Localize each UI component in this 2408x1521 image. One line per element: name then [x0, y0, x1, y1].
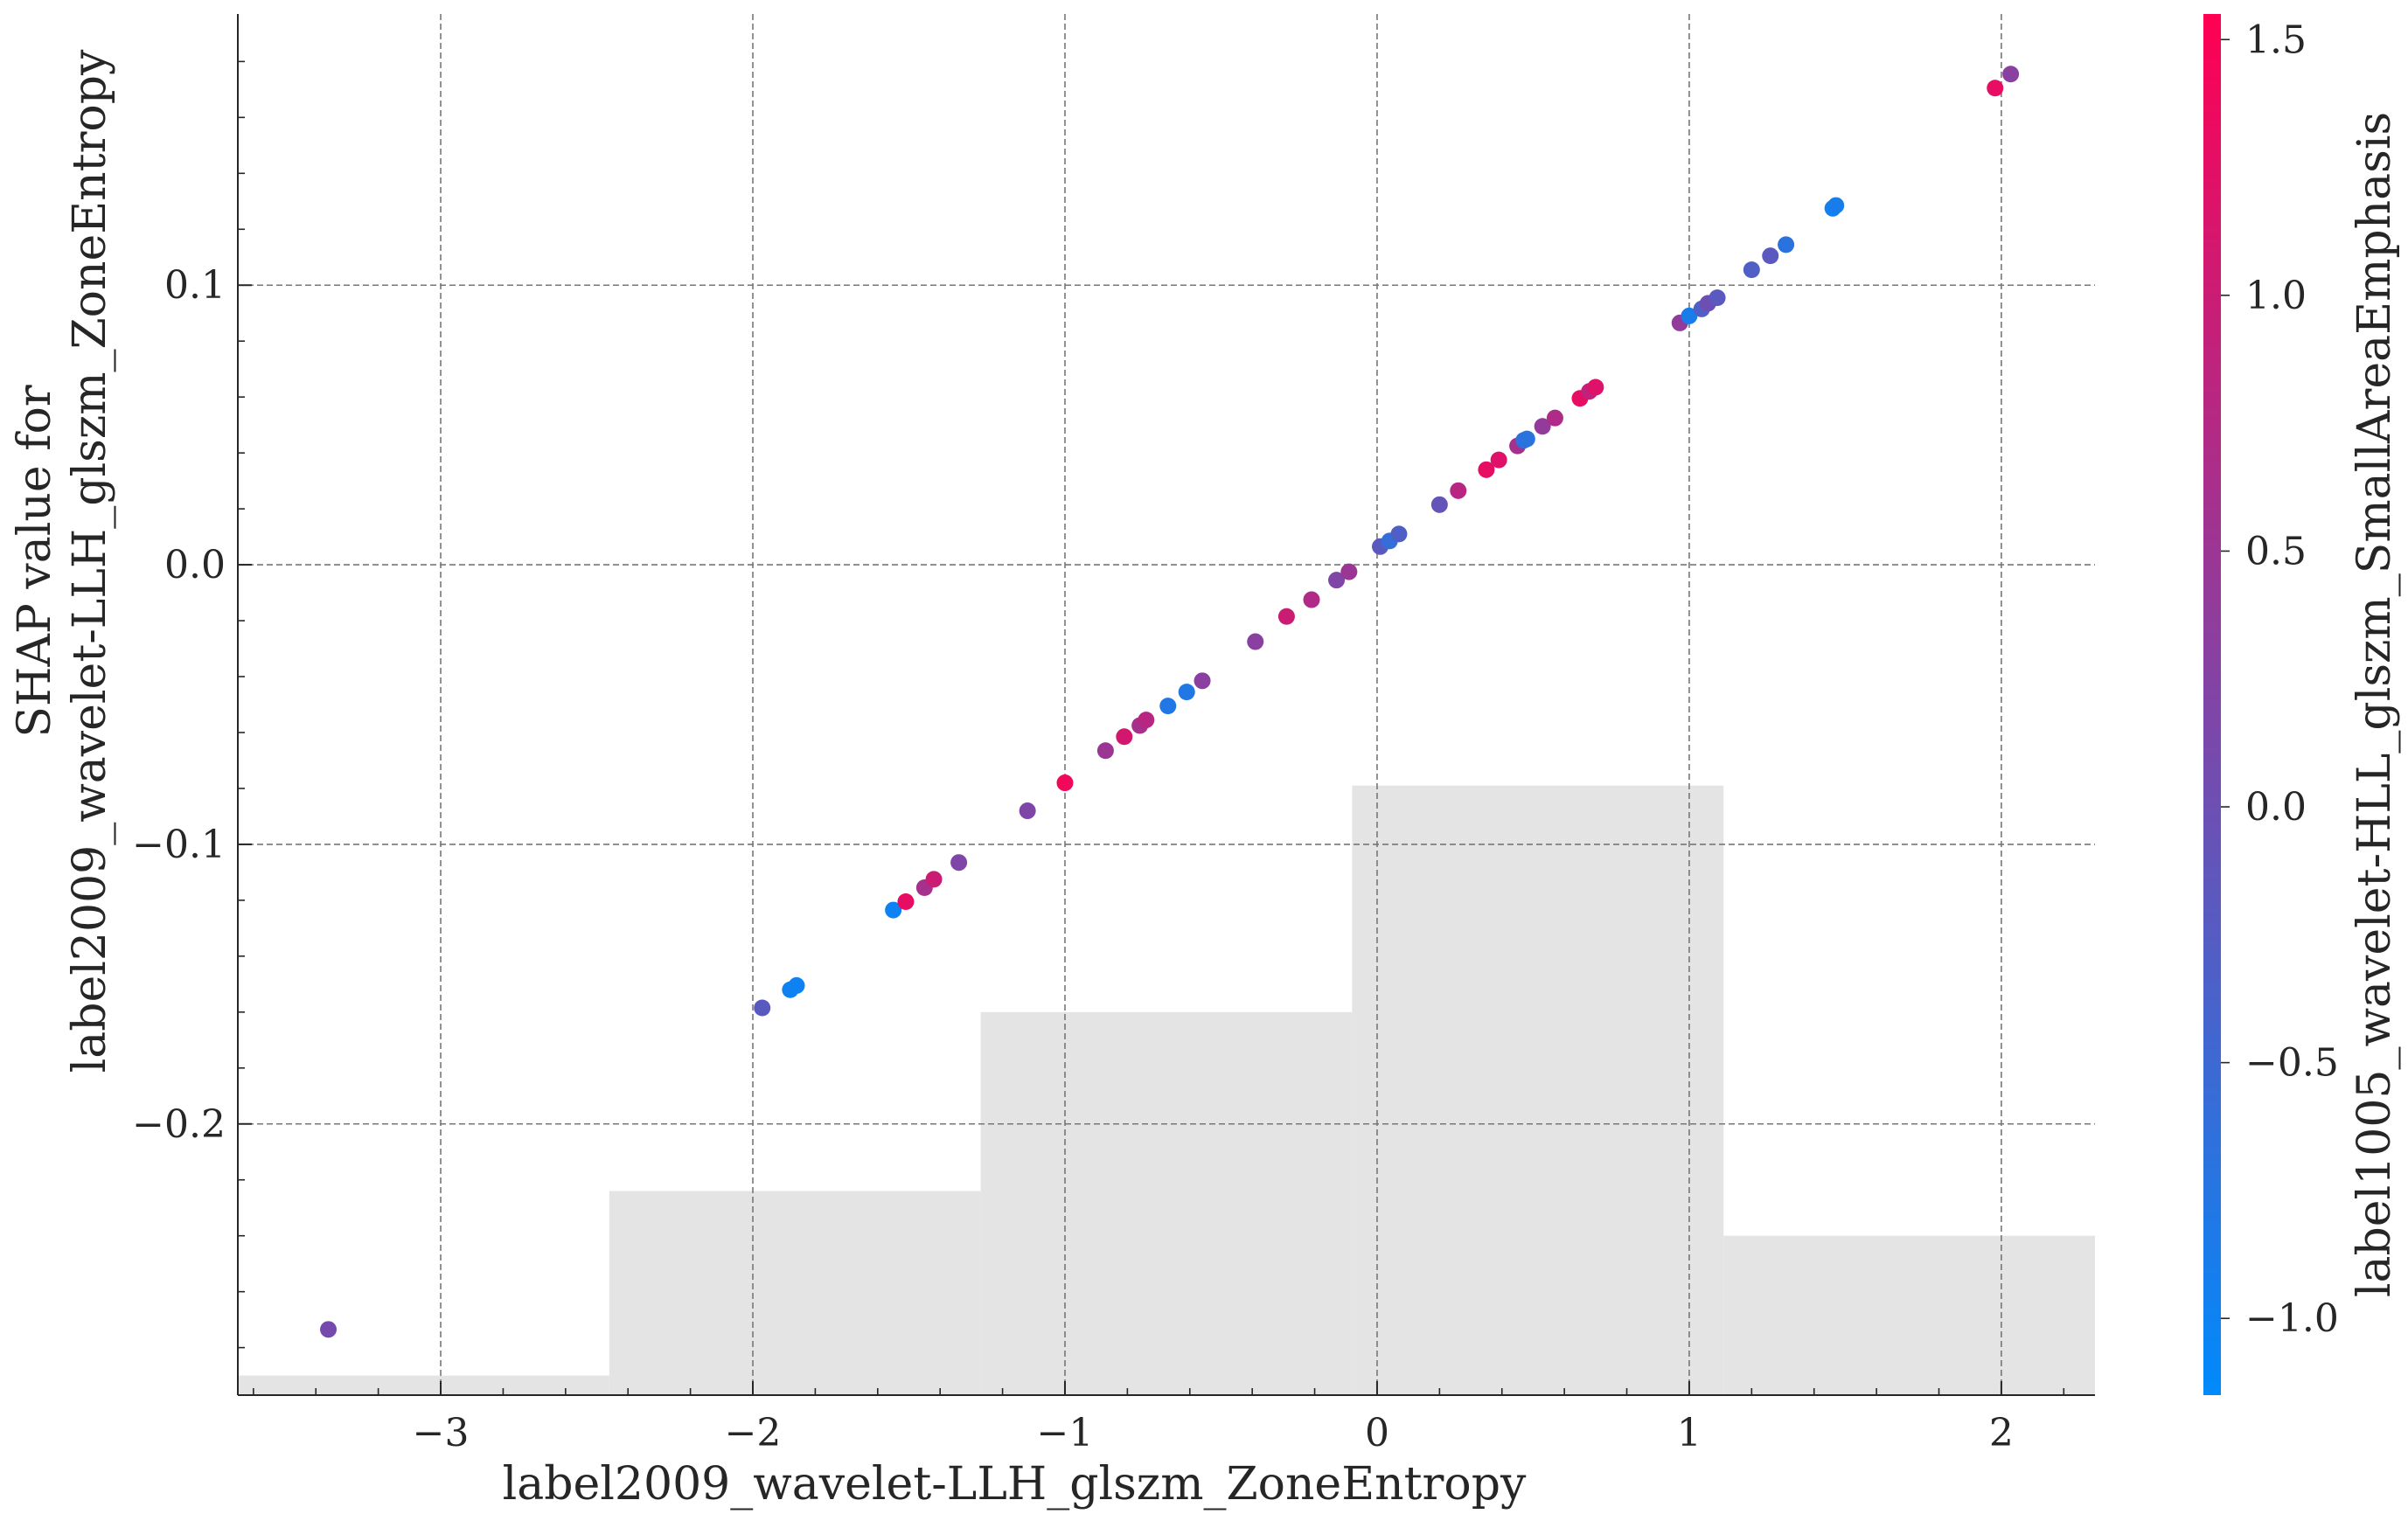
data-point: [1116, 728, 1133, 746]
x-tick-label: −1: [1037, 1411, 1094, 1455]
colorbar: [2203, 14, 2221, 1395]
x-tick-label: −2: [725, 1411, 782, 1455]
y-axis-title-line-1: SHAP value for: [9, 385, 61, 737]
data-point: [1178, 684, 1195, 701]
y-ticks: −0.2 −0.1 0.0 0.1: [132, 60, 252, 1349]
colorbar-tick-label: 0.0: [2245, 785, 2307, 830]
data-point: [1450, 482, 1467, 499]
data-point: [1303, 591, 1320, 608]
data-point: [2002, 66, 2020, 83]
data-point: [897, 892, 915, 910]
data-point: [1546, 409, 1563, 427]
x-tick-label: 1: [1677, 1411, 1702, 1455]
y-tick-label: 0.1: [164, 263, 226, 308]
histogram-bin-3: [1352, 785, 1724, 1395]
y-tick-label: 0.0: [164, 543, 226, 587]
histogram-bin-0: [238, 1375, 609, 1395]
colorbar-tick-label: 1.0: [2245, 274, 2307, 318]
data-point: [1518, 430, 1535, 448]
axes: [237, 14, 2095, 1396]
x-ticks: −3 −2 −1 0 1 2: [253, 1381, 2065, 1455]
colorbar-tick-label: 0.5: [2245, 529, 2307, 573]
data-point: [1743, 261, 1760, 279]
data-point: [1827, 197, 1845, 214]
data-point: [1490, 451, 1507, 469]
data-point: [320, 1321, 338, 1338]
histogram-bin-2: [980, 1011, 1353, 1395]
data-point: [1056, 774, 1074, 792]
y-tick-label: −0.2: [132, 1102, 226, 1147]
data-point: [1328, 572, 1346, 589]
histogram-bin-1: [609, 1191, 981, 1395]
colorbar-ticks: −1.0 −0.5 0.0 0.5 1.0 1.5: [2221, 17, 2339, 1341]
data-point: [1138, 712, 1155, 729]
data-point: [1159, 698, 1177, 715]
x-tick-label: 0: [1365, 1411, 1389, 1455]
grid: [238, 14, 2095, 1395]
histogram-bin-4: [1723, 1235, 2095, 1395]
scatter-points: [320, 66, 2020, 1338]
histogram: [238, 785, 2095, 1395]
x-tick-label: −3: [413, 1411, 470, 1455]
data-point: [754, 999, 771, 1017]
y-axis-title: SHAP value for label2009_wavelet-LLH_gls…: [9, 49, 116, 1073]
data-point: [1709, 289, 1726, 307]
data-point: [1277, 608, 1295, 625]
colorbar-tick-label: −1.0: [2245, 1296, 2339, 1341]
data-point: [1587, 379, 1604, 396]
data-point: [1534, 418, 1551, 435]
data-point: [1778, 236, 1795, 254]
colorbar-tick-label: 1.5: [2245, 17, 2307, 62]
data-point: [1019, 802, 1036, 820]
data-point: [950, 854, 968, 872]
data-point: [1194, 672, 1211, 690]
y-axis-title-line-2: label2009_wavelet-LLH_glszm_ZoneEntropy: [64, 49, 116, 1073]
y-tick-label: −0.1: [132, 823, 226, 867]
data-point: [1762, 247, 1779, 265]
x-axis-title: label2009_wavelet-LLH_glszm_ZoneEntropy: [503, 1458, 1527, 1511]
data-point: [1340, 563, 1358, 580]
x-tick-label: 2: [1989, 1411, 2014, 1455]
data-point: [1478, 461, 1495, 478]
data-point: [885, 901, 902, 919]
data-point: [1096, 742, 1114, 760]
data-point: [1987, 80, 2004, 97]
data-point: [1681, 307, 1698, 324]
colorbar-title: label1005_wavelet-HLL_glszm_SmallAreaEmp…: [2349, 112, 2401, 1297]
data-point: [788, 976, 805, 994]
data-point: [925, 871, 943, 888]
data-point: [1247, 633, 1264, 650]
data-point: [1430, 496, 1448, 513]
colorbar-tick-label: −0.5: [2245, 1041, 2339, 1086]
data-point: [1390, 525, 1408, 543]
